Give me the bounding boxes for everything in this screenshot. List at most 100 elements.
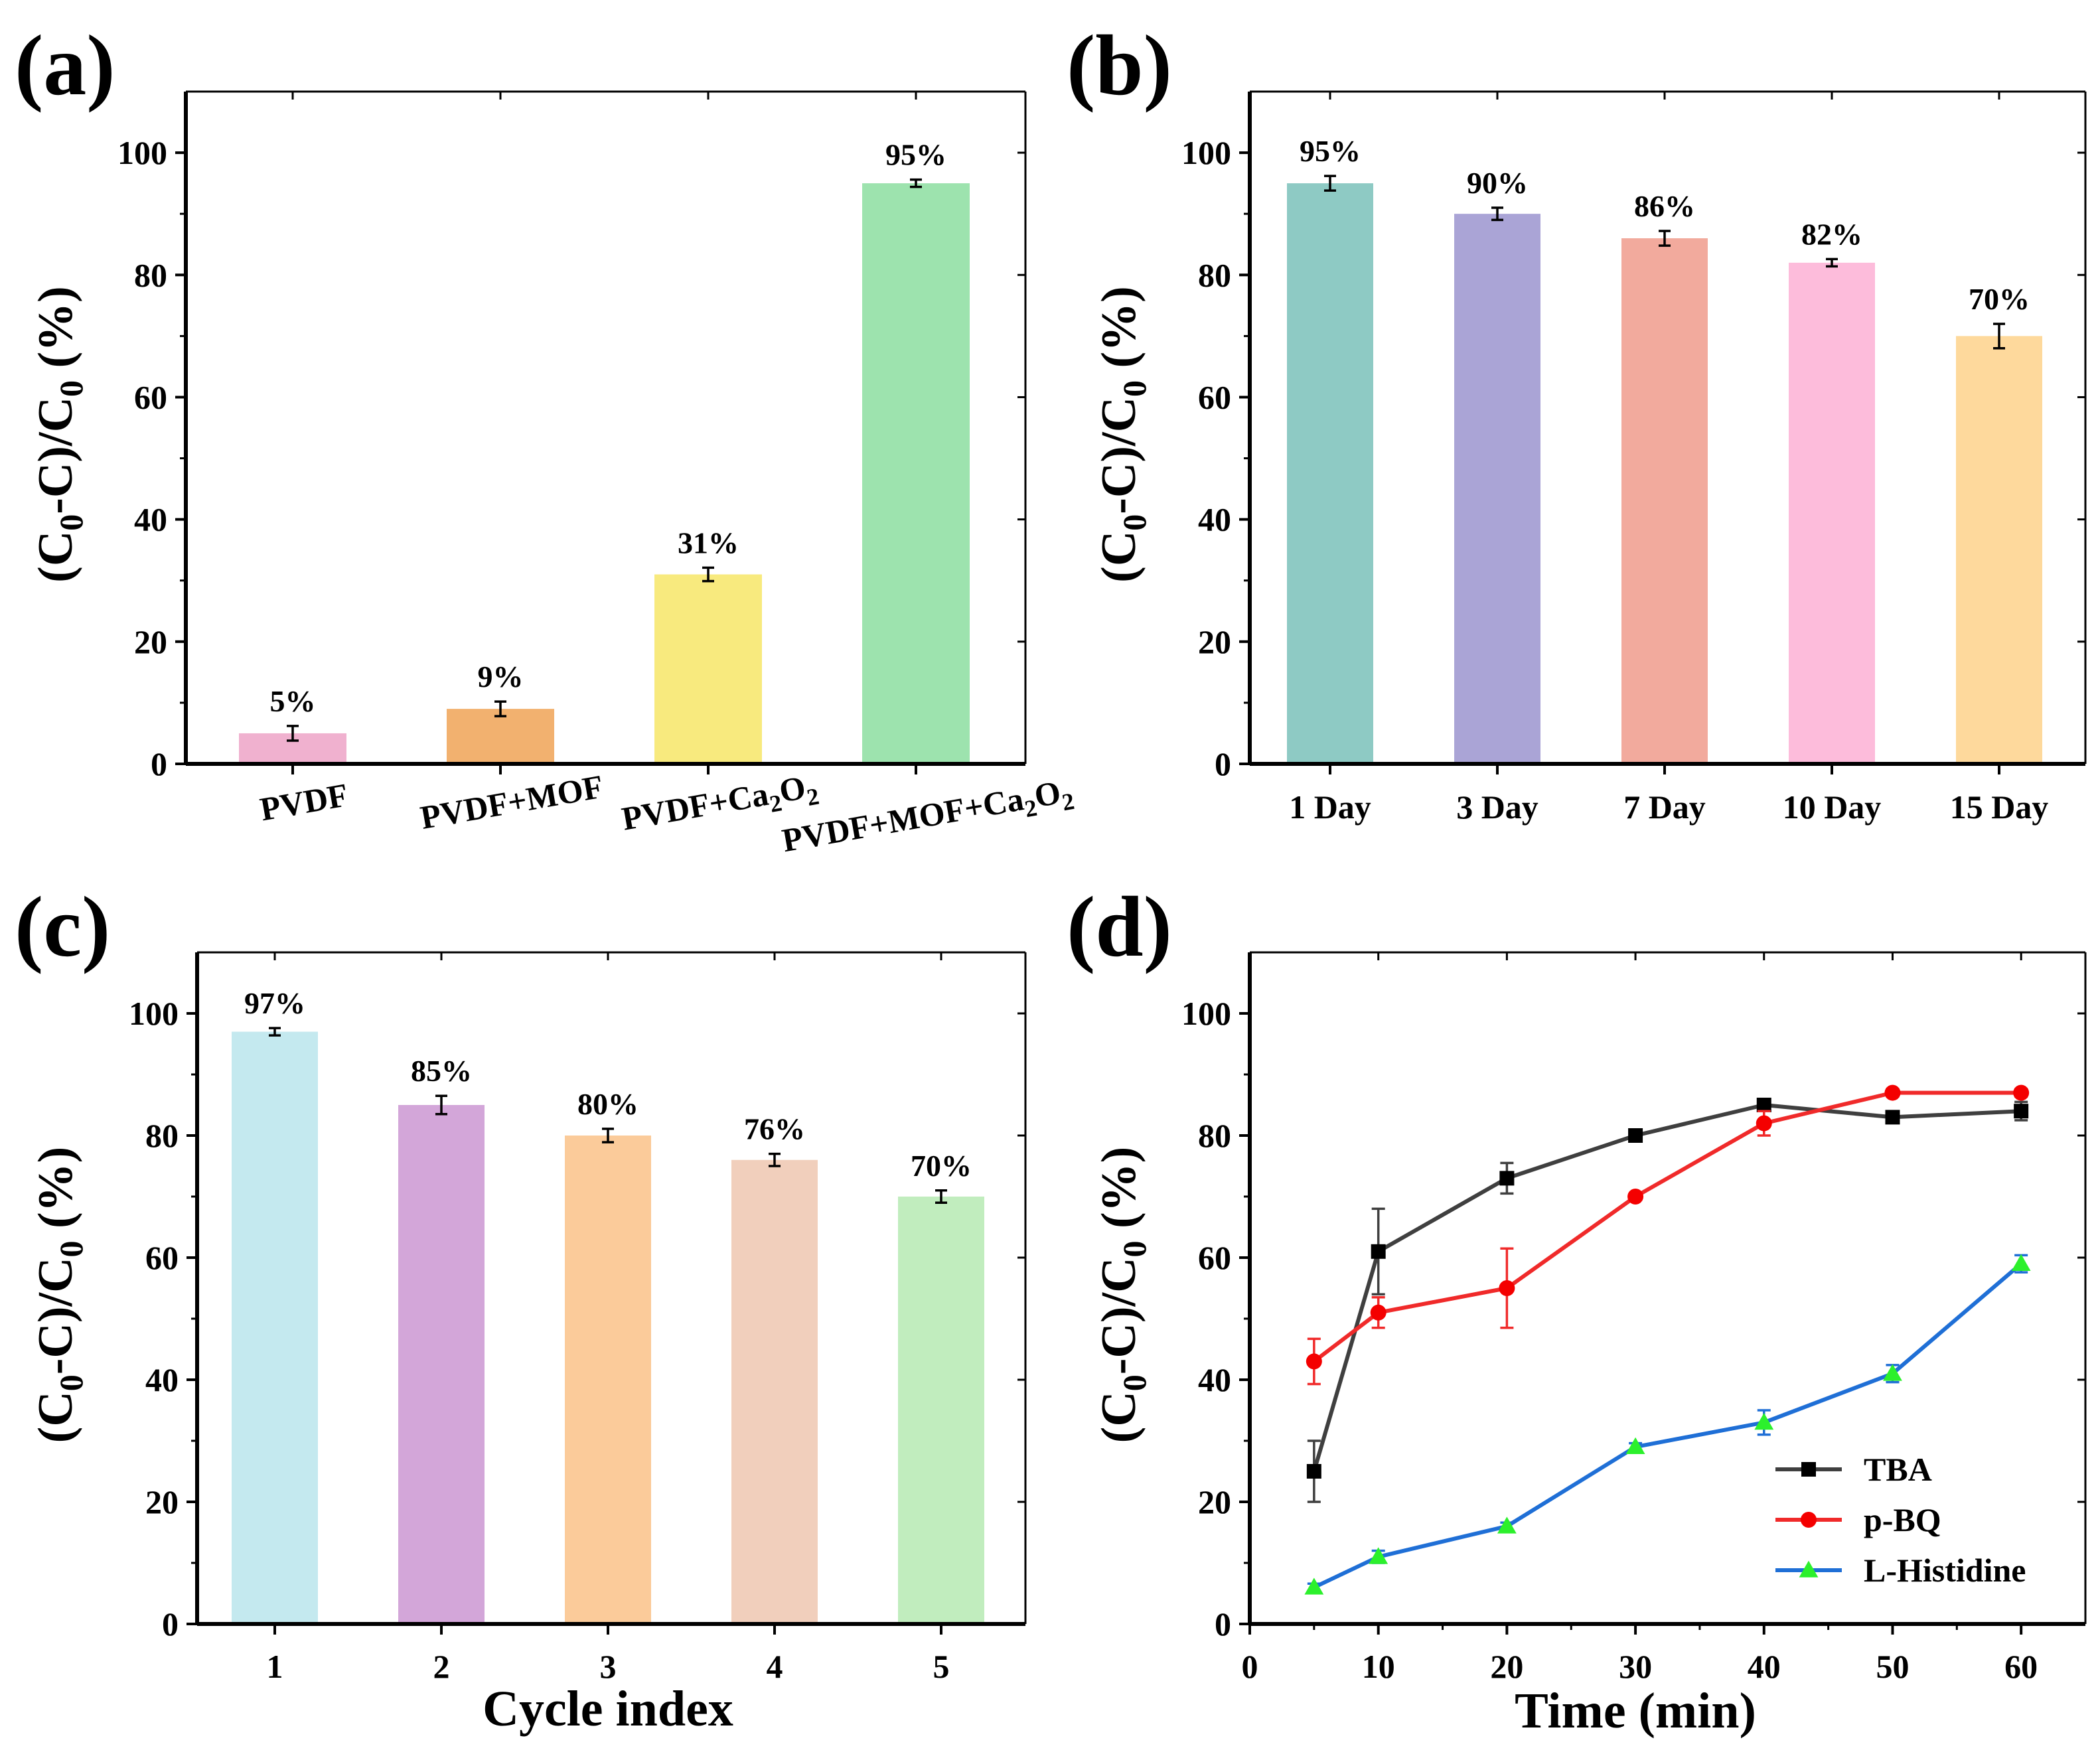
panel-label: (d) xyxy=(1067,879,1172,975)
x-tick-label: PVDF xyxy=(258,776,351,828)
x-tick-label: PVDF+MOF xyxy=(417,768,606,836)
x-axis-label: Time (min) xyxy=(1515,1683,1756,1739)
data-label: 80% xyxy=(577,1087,638,1121)
data-point xyxy=(1754,1413,1774,1430)
x-tick-label: 10 xyxy=(1362,1648,1395,1685)
y-tick-label: 80 xyxy=(145,1117,179,1154)
data-point xyxy=(1497,1516,1517,1534)
y-tick-label: 100 xyxy=(117,134,167,171)
legend-marker xyxy=(1801,1512,1817,1528)
x-tick-label: 1 xyxy=(267,1648,283,1685)
bar xyxy=(898,1197,984,1624)
bar xyxy=(1789,262,1875,764)
legend-marker xyxy=(1801,1462,1816,1477)
data-point xyxy=(1756,1098,1771,1112)
x-tick-label: 40 xyxy=(1748,1648,1781,1685)
bar xyxy=(862,183,970,764)
data-point xyxy=(2014,1104,2029,1119)
data-point xyxy=(1370,1304,1387,1321)
data-label: 82% xyxy=(1801,217,1862,251)
panel-label: (b) xyxy=(1067,18,1172,113)
data-label: 95% xyxy=(1300,134,1361,168)
x-tick-label: 3 Day xyxy=(1456,788,1538,826)
y-tick-label: 60 xyxy=(134,378,167,415)
y-tick-label: 100 xyxy=(1181,995,1231,1032)
data-point xyxy=(2011,1254,2031,1271)
y-tick-label: 40 xyxy=(1198,1361,1231,1398)
bar xyxy=(1454,214,1540,764)
x-tick-label: 2 xyxy=(433,1648,450,1685)
panel-label: (a) xyxy=(15,18,115,113)
data-label: 31% xyxy=(678,526,739,559)
legend-label: TBA xyxy=(1864,1451,1932,1488)
y-tick-label: 20 xyxy=(1198,623,1231,660)
x-tick-label: 5 xyxy=(933,1648,950,1685)
data-label: 86% xyxy=(1634,189,1695,223)
panel-a-bar-chart: (a) 5% 9% 31% 95% 0 20 40 60 80 100 (C0-C)/C0 (%) PV… xyxy=(15,18,1077,865)
panel-d-line-chart: (d) 0 10 20 30 40 50 60 0 20 40 60 80 100 (C0-C)/C0 (%… xyxy=(1067,879,2087,1739)
legend-marker xyxy=(1799,1560,1819,1578)
bar xyxy=(731,1159,818,1624)
y-axis-label: (C0-C)/C0 (%) xyxy=(29,286,90,583)
panel-b-bar-chart: (b) 95% 90% 86% 82% 70% 0 20 40 60 80 100 (C0-C)/C0 … xyxy=(1067,18,2087,826)
x-tick-label: 20 xyxy=(1490,1648,1523,1685)
y-tick-label: 0 xyxy=(1215,745,1231,782)
y-tick-label: 80 xyxy=(1198,1117,1231,1154)
data-point xyxy=(1499,1171,1515,1186)
data-label: 85% xyxy=(411,1054,472,1088)
y-axis-label: (C0-C)/C0 (%) xyxy=(1092,286,1153,583)
legend-label: L-Histidine xyxy=(1864,1552,2026,1589)
bar xyxy=(565,1136,651,1624)
data-point xyxy=(1756,1115,1772,1132)
y-tick-label: 0 xyxy=(151,745,167,782)
x-tick-label: 1 Day xyxy=(1289,788,1371,826)
data-point xyxy=(1304,1578,1324,1595)
data-label: 9% xyxy=(478,660,524,694)
panel-label: (c) xyxy=(15,879,110,975)
data-point xyxy=(2013,1084,2030,1101)
x-tick-label: 3 xyxy=(600,1648,617,1685)
x-tick-label: 30 xyxy=(1619,1648,1652,1685)
y-tick-label: 60 xyxy=(1198,1239,1231,1276)
y-tick-label: 40 xyxy=(1198,501,1231,538)
y-axis-label: (C0-C)/C0 (%) xyxy=(1092,1147,1153,1443)
y-axis-label: (C0-C)/C0 (%) xyxy=(29,1147,90,1443)
y-tick-label: 0 xyxy=(162,1605,179,1643)
bar xyxy=(1287,183,1373,764)
x-tick-label: 0 xyxy=(1242,1648,1258,1685)
data-label: 70% xyxy=(911,1149,972,1183)
data-point xyxy=(1884,1084,1901,1101)
y-tick-label: 80 xyxy=(1198,256,1231,293)
bar xyxy=(1956,336,2042,764)
x-tick-label: 60 xyxy=(2004,1648,2038,1685)
y-tick-label: 20 xyxy=(1198,1483,1231,1520)
data-label: 97% xyxy=(244,986,305,1020)
x-tick-label: 7 Day xyxy=(1623,788,1706,826)
data-label: 95% xyxy=(885,138,946,172)
data-point xyxy=(1885,1110,1900,1125)
y-tick-label: 100 xyxy=(129,995,179,1032)
x-tick-label: 50 xyxy=(1876,1648,1909,1685)
bar xyxy=(447,709,554,764)
data-point xyxy=(1627,1189,1644,1205)
data-point xyxy=(1371,1244,1386,1259)
y-tick-label: 20 xyxy=(134,623,167,660)
y-tick-label: 60 xyxy=(145,1239,179,1276)
data-label: 90% xyxy=(1467,166,1528,200)
series-line-l-histidine xyxy=(1313,1262,2023,1589)
x-tick-label: 15 Day xyxy=(1950,788,2049,826)
y-tick-label: 100 xyxy=(1181,134,1231,171)
y-tick-label: 40 xyxy=(134,501,167,538)
legend: TBA p-BQ L-Histidine xyxy=(1775,1451,2026,1589)
data-point xyxy=(1306,1353,1322,1370)
y-tick-label: 80 xyxy=(134,256,167,293)
bar xyxy=(1621,238,1708,764)
x-axis-label: Cycle index xyxy=(483,1681,733,1737)
x-tick-label: PVDF+MOF+Ca2O2 xyxy=(779,771,1076,865)
bar xyxy=(654,574,762,764)
data-point xyxy=(1499,1280,1515,1296)
data-point xyxy=(1369,1547,1388,1564)
data-point xyxy=(1883,1364,1902,1381)
data-point xyxy=(1306,1464,1321,1479)
y-tick-label: 60 xyxy=(1198,378,1231,415)
